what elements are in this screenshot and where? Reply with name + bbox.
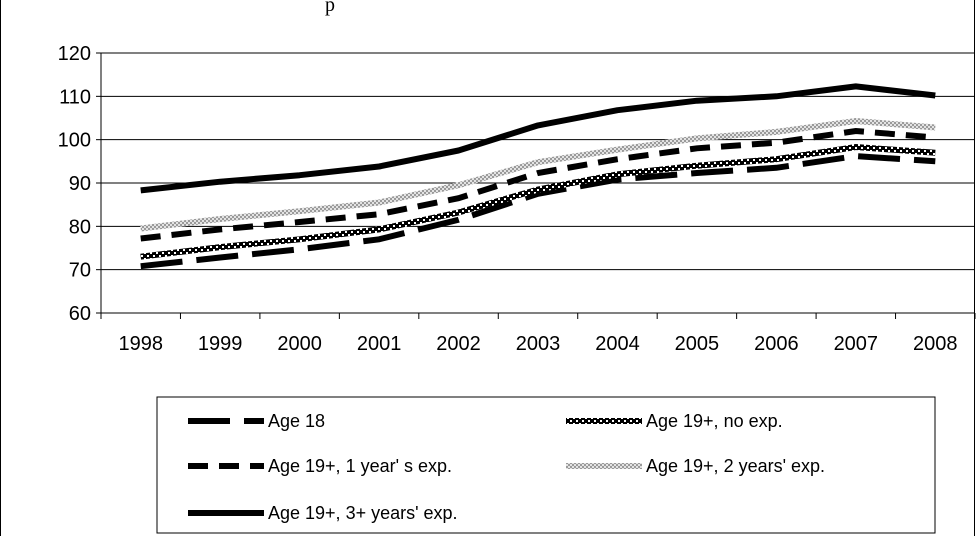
series-line-5 [140, 83, 936, 194]
y-tick-label: 60 [69, 303, 91, 325]
y-tick-label: 80 [69, 216, 91, 238]
y-tick-label: 100 [58, 130, 91, 152]
series-line-1 [140, 153, 936, 270]
x-tick-label: 2003 [516, 333, 561, 355]
y-tick-label: 70 [69, 260, 91, 282]
header-fragment: p [325, 0, 335, 16]
legend-box [156, 396, 936, 534]
y-tick-label: 90 [69, 173, 91, 195]
legend-label-1: Age 18 [268, 411, 325, 431]
x-tick-label: 2008 [913, 333, 958, 355]
y-axis: 60 70 80 90 100 110 120 [58, 43, 101, 325]
legend: Age 18 Age 19+, no exp. Age 19+, 1 year' s… [156, 396, 936, 534]
series-line-4 [140, 117, 936, 232]
legend-label-4: Age 19+, 2 years' exp. [646, 456, 825, 476]
x-tick-label: 1998 [118, 333, 163, 355]
x-tick-label: 2002 [436, 333, 481, 355]
legend-label-2: Age 19+, no exp. [646, 411, 783, 431]
legend-label-5: Age 19+, 3+ years' exp. [268, 503, 458, 523]
series-line-3 [140, 127, 936, 242]
y-tick-label: 110 [59, 86, 91, 108]
x-axis: 1998 1999 2000 2001 2002 2003 2004 2005 2006 2007… [100, 313, 976, 355]
x-tick-label: 1999 [198, 333, 243, 355]
x-tick-label: 2005 [675, 333, 720, 355]
x-tick-label: 2001 [357, 333, 402, 355]
x-tick-label: 2007 [834, 333, 879, 355]
series-lines [140, 83, 936, 270]
series-line-2 [140, 143, 936, 260]
x-tick-label: 2004 [595, 333, 640, 355]
y-tick-label: 120 [58, 43, 91, 65]
x-tick-label: 2000 [277, 333, 322, 355]
legend-label-3: Age 19+, 1 year' s exp. [268, 456, 452, 476]
x-tick-label: 2006 [754, 333, 799, 355]
